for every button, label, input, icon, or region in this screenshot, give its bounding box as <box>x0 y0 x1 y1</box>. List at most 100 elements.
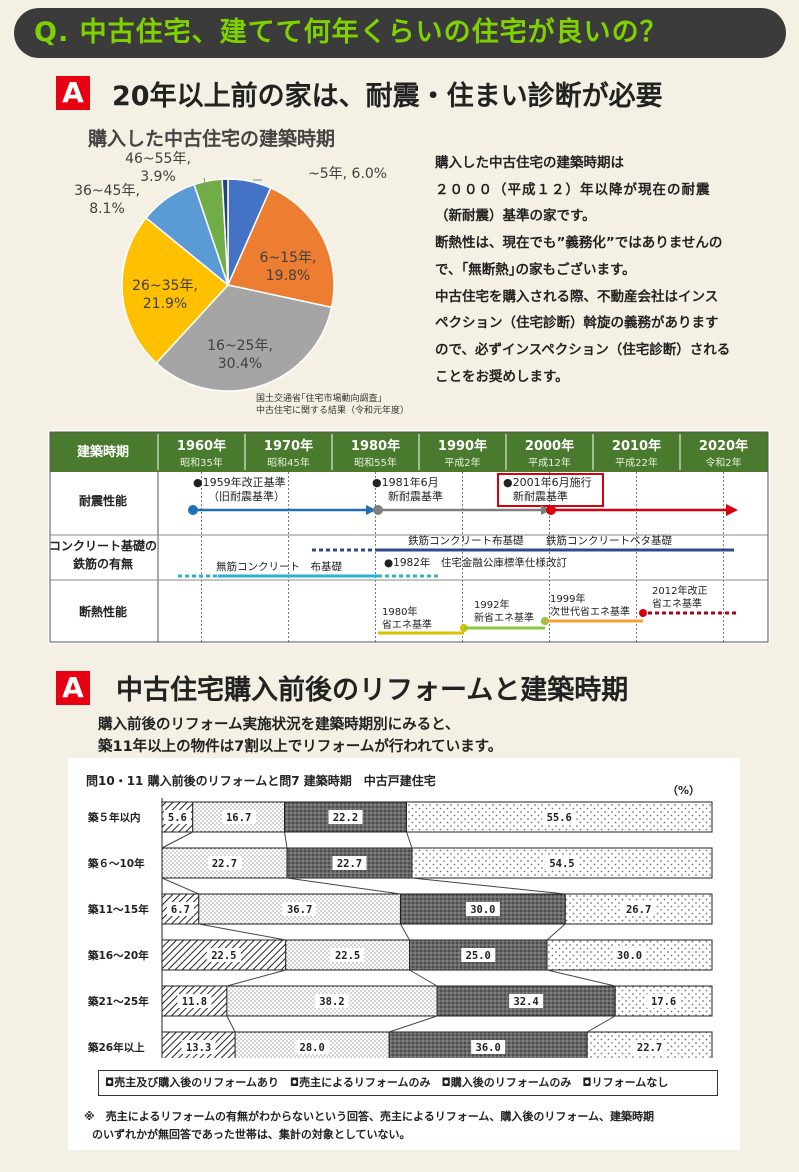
bar-category-label: 築５年以内 <box>87 811 141 824</box>
timeline-header <box>50 432 768 472</box>
bar-value-label: 30.0 <box>470 904 495 916</box>
intro-line: 築11年以上の物件は7割以上でリフォームが行われています。 <box>98 739 503 755</box>
quake-note: ●2001年6月施行 <box>503 475 592 489</box>
decade-year: 2010年 <box>612 438 661 454</box>
bar-label-bg <box>163 810 191 824</box>
timeline-header-label: 建築時期 <box>77 444 129 460</box>
quake-note: 新耐震基準 <box>388 489 443 503</box>
pie-slice-label: 8.1% <box>89 201 125 217</box>
section1-title: 20年以上前の家は、耐震・住まい診断が必要 <box>112 81 663 112</box>
bar-label-bg <box>465 902 500 916</box>
arrow-head <box>366 505 376 515</box>
marker-dot <box>546 505 556 515</box>
quake-note: ●1959年改正基準 <box>193 475 286 489</box>
bar-connector <box>284 831 288 849</box>
decade-year: 2020年 <box>699 438 748 454</box>
quake-note: 新耐震基準 <box>513 489 568 503</box>
insulation-note: 1999年 <box>550 592 585 605</box>
bar-value-label: 28.0 <box>300 1042 325 1054</box>
decade-era: 昭和55年 <box>354 456 397 469</box>
source-line: 中古住宅に関する結果（令和元年度） <box>256 406 410 416</box>
foundation-note: 鉄筋コンクリートベタ基礎 <box>546 534 672 547</box>
description-line: ペクション（住宅診断）斡旋の義務があります <box>435 315 719 332</box>
description-line: ので、必ずインスペクション（住宅診断）される <box>435 341 731 358</box>
bar-value-label: 22.7 <box>637 1042 662 1054</box>
bar-label-bg <box>542 810 577 824</box>
pie-slice-label: 30.4% <box>218 356 262 372</box>
footnote-line: のいずれかが無回答であった世帯は、集計の対象としていない。 <box>92 1128 411 1141</box>
bar-value-label: 22.5 <box>211 950 236 962</box>
pie-slice <box>226 186 335 309</box>
insulation-note: 新省エネ基準 <box>474 611 534 624</box>
decade-era: 昭和35年 <box>180 456 223 469</box>
marker-dot <box>639 609 647 617</box>
bar-value-label: 54.5 <box>549 858 574 870</box>
timeline-frame <box>49 431 769 643</box>
description-line: 断熱性は、現在でも”義務化”ではありませんの <box>435 235 723 252</box>
bar-connector <box>198 923 286 941</box>
decade-year: 1960年 <box>177 438 226 454</box>
construction-timeline-table: 建築時期 1960年 昭和35年 1970年 昭和45年 1980年 昭和55年 1990年平… <box>48 430 770 644</box>
bar-label-bg <box>461 948 496 962</box>
bar-connector <box>388 1015 438 1033</box>
bar-value-label: 16.7 <box>226 812 251 824</box>
bar-label-bg <box>177 994 212 1008</box>
description-line: ２０００（平成１２）年以降が現在の耐震 <box>435 181 711 198</box>
reform-chart-title: 問10・11 購入前後のリフォームと問7 建築時期 中古戸建住宅 <box>86 774 436 788</box>
insulation-note: 2012年改正 <box>652 584 707 597</box>
reform-bar-chart: 築５年以内 5.6 16.7 22.2 55.6 築６～10年 22.7 22.7 54.5 築1… <box>87 798 713 1058</box>
pie-slice-label: ~5年, 6.0% <box>308 166 387 182</box>
reform-chart-unit: （%） <box>666 784 700 797</box>
question-banner: Q. 中古住宅、建てて何年くらいの住宅が良いの？ <box>14 8 786 58</box>
bar-value-label: 11.8 <box>182 996 207 1008</box>
bar-connector <box>226 1015 236 1033</box>
decade-era: 平成12年 <box>528 456 571 469</box>
bar-segment <box>436 985 616 1017</box>
row-label: 断熱性能 <box>79 604 127 619</box>
reform-legend: ◘売主及び購入後のリフォームあり ◘売主によるリフォームのみ ◘購入後のリフォー… <box>98 1070 718 1096</box>
footnote-line: ※ 売主によるリフォームの有無がわからないという回答、売主によるリフォーム、購入… <box>84 1110 655 1123</box>
bar-value-label: 30.0 <box>617 950 642 962</box>
pie-slice-label: 26~35年, <box>132 278 198 294</box>
bar-connector <box>406 831 413 849</box>
pie-slice-label: 16~25年, <box>207 338 273 354</box>
foundation-note: 無筋コンクリート 布基礎 <box>216 560 342 573</box>
bar-value-label: 32.4 <box>513 996 538 1008</box>
section2-intro: 購入前後のリフォーム実施状況を建築時期別にみると、 築11年以上の物件は7割以上… <box>98 714 502 758</box>
insulation-note: 省エネ基準 <box>652 597 702 610</box>
section1-description: 購入した中古住宅の建築時期は ２０００（平成１２）年以降が現在の耐震 （新耐震）… <box>435 150 765 390</box>
decade-era: 令和2年 <box>705 456 741 469</box>
insulation-note: 1992年 <box>474 598 509 611</box>
pie-slice <box>121 216 230 365</box>
bar-label-bg <box>206 948 241 962</box>
bar-connector <box>400 923 410 941</box>
row-label: コンクリート基礎の <box>49 538 157 553</box>
reform-footnote: ※ 売主によるリフォームの有無がわからないという回答、売主によるリフォーム、購入… <box>84 1108 654 1144</box>
insulation-note: 1980年 <box>382 605 417 618</box>
bar-label-bg <box>181 1040 216 1054</box>
description-line: 中古住宅を購入される際、不動産会社はインス <box>435 288 719 305</box>
bar-value-label: 17.6 <box>651 996 676 1008</box>
description-line: 購入した中古住宅の建築時期は <box>435 155 624 171</box>
decade-era: 平成22年 <box>615 456 658 469</box>
marker-dot <box>188 505 198 515</box>
description-line: ことをお奨めします。 <box>435 368 569 385</box>
answer-badge-2: A <box>56 671 90 705</box>
section2-title: 中古住宅購入前後のリフォームと建築時期 <box>116 675 629 706</box>
bar-value-label: 36.7 <box>287 904 312 916</box>
bar-label-bg <box>295 1040 330 1054</box>
bar-value-label: 22.7 <box>212 858 237 870</box>
bar-connector <box>161 831 193 849</box>
bar-label-bg <box>328 810 363 824</box>
bar-category-label: 築６～10年 <box>87 857 145 870</box>
bar-label-bg <box>509 994 544 1008</box>
bar-label-bg <box>621 902 656 916</box>
bar-category-label: 築11～15年 <box>87 903 149 916</box>
foundation-note: ●1982年 住宅金融公庫標準仕様改訂 <box>384 556 567 569</box>
insulation-note: 次世代省エネ基準 <box>550 605 630 618</box>
bar-value-label: 22.2 <box>333 812 358 824</box>
pie-source-note: 国土交通省｢住宅市場動向調査｣ 中古住宅に関する結果（令和元年度） <box>256 393 409 417</box>
bar-label-bg <box>471 1040 506 1054</box>
bar-connector <box>586 1015 616 1033</box>
bar-value-label: 38.2 <box>319 996 344 1008</box>
